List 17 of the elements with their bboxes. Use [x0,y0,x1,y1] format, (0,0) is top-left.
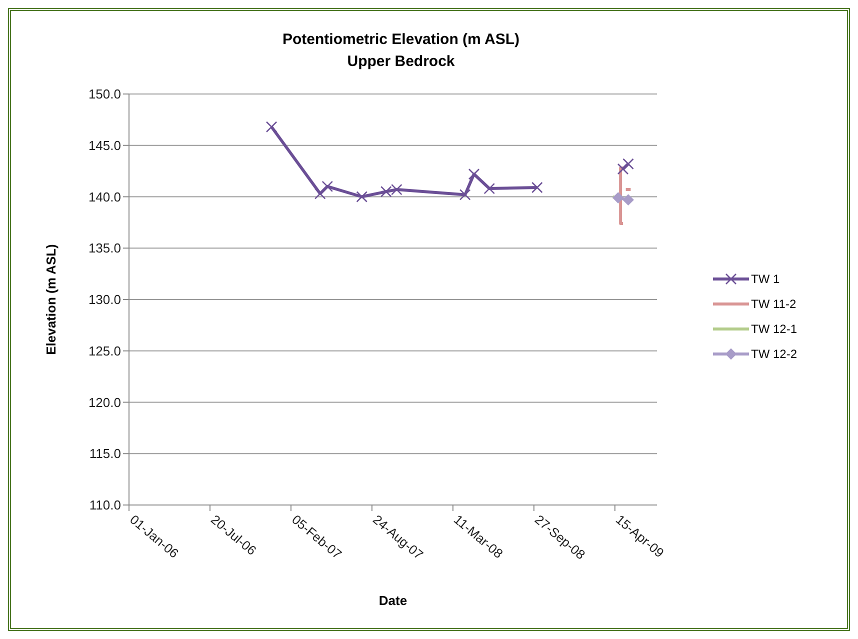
y-tick-label: 110.0 [89,498,121,513]
legend-label: TW 1 [751,272,780,286]
y-tick-label: 125.0 [88,343,121,358]
x-axis-title: Date [378,593,408,608]
y-tick-label: 130.0 [88,292,121,308]
legend-label: TW 12-1 [751,322,798,336]
y-axis-title: Elevation (m ASL) [44,244,59,355]
y-tick-label: 120.0 [88,394,121,410]
legend-label: TW 12-2 [751,346,798,360]
y-tick-label: 135.0 [88,240,121,256]
chart-title: Potentiometric Elevation (m ASL) [282,30,520,50]
y-tick-label: 150.0 [88,86,121,102]
chart-subtitle: Upper Bedrock [346,52,456,72]
y-tick-label: 140.0 [88,189,121,204]
y-tick-label: 145.0 [88,138,121,153]
y-tick-label: 115.0 [89,446,121,462]
legend-label: TW 11-2 [751,296,796,310]
